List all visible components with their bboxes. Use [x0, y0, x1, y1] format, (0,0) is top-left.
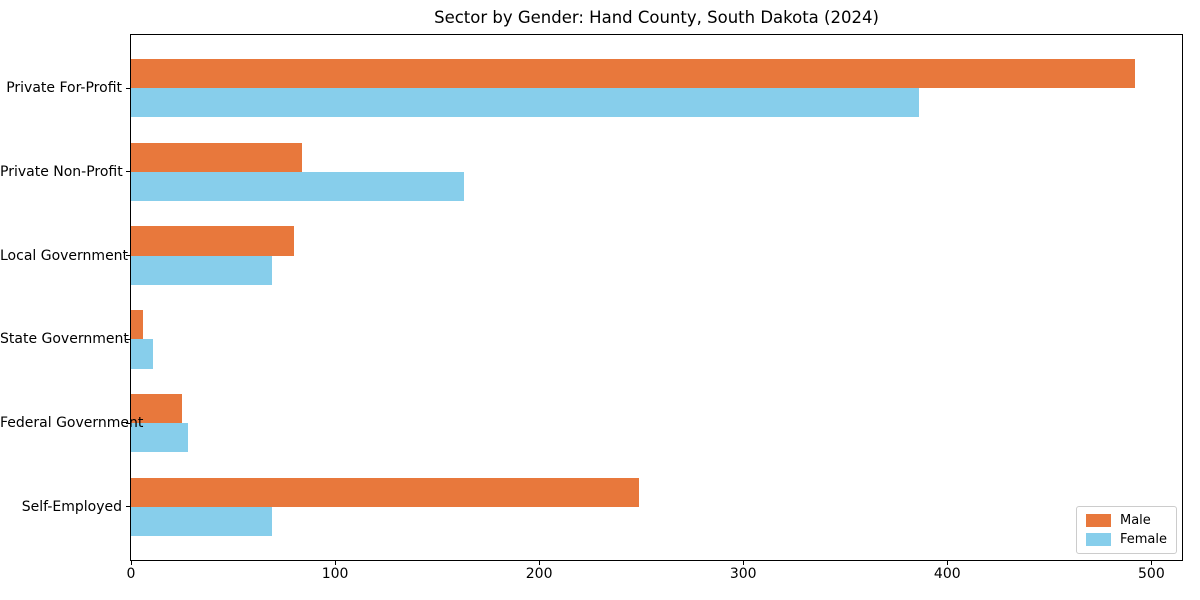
x-tick-mark	[1150, 561, 1152, 565]
x-tick-label: 500	[1138, 566, 1165, 582]
bar-male-0	[131, 58, 1136, 89]
y-axis-label-0: Private For-Profit	[6, 80, 122, 97]
y-tick-mark	[126, 422, 130, 424]
bar-male-5	[131, 477, 640, 507]
chart-title: Sector by Gender: Hand County, South Dak…	[434, 8, 879, 27]
y-axis-label-3: State Government	[0, 331, 129, 348]
x-tick-mark	[130, 561, 132, 565]
x-tick-mark	[742, 561, 744, 565]
bar-female-0	[131, 88, 919, 118]
x-tick-label: 100	[321, 566, 349, 582]
legend-item-female: Female	[1085, 532, 1167, 547]
x-tick-label: 300	[729, 566, 757, 582]
male-color-swatch	[1085, 514, 1111, 527]
legend-label-male: Male	[1119, 513, 1151, 528]
plot-area: Male Female	[130, 34, 1183, 561]
y-tick-mark	[126, 255, 130, 257]
legend-item-male: Male	[1085, 513, 1167, 528]
x-tick-mark	[538, 561, 540, 565]
y-axis-label-4: Federal Government	[0, 415, 144, 432]
bar-male-2	[131, 226, 295, 256]
x-tick-mark	[946, 561, 948, 565]
x-tick-mark	[334, 561, 336, 565]
bar-female-4	[131, 423, 189, 453]
x-tick-label: 0	[126, 566, 136, 582]
female-color-swatch	[1085, 533, 1111, 546]
legend-label-female: Female	[1119, 532, 1167, 547]
bar-male-1	[131, 142, 303, 172]
bar-male-4	[131, 393, 183, 424]
y-axis-label-2: Local Government	[0, 247, 129, 264]
bar-female-3	[131, 339, 154, 369]
bar-male-3	[131, 310, 144, 340]
y-tick-mark	[126, 87, 130, 89]
x-tick-label: 400	[933, 566, 961, 582]
bar-female-1	[131, 171, 464, 202]
legend: Male Female	[1075, 506, 1177, 554]
x-tick-label: 200	[525, 566, 553, 582]
y-axis-label-1: Private Non-Profit	[0, 163, 123, 180]
y-tick-mark	[126, 506, 130, 508]
y-axis-label-5: Self-Employed	[21, 498, 122, 515]
y-tick-mark	[126, 171, 130, 173]
bar-female-2	[131, 255, 272, 285]
bar-female-5	[131, 506, 272, 537]
y-tick-mark	[126, 338, 130, 340]
